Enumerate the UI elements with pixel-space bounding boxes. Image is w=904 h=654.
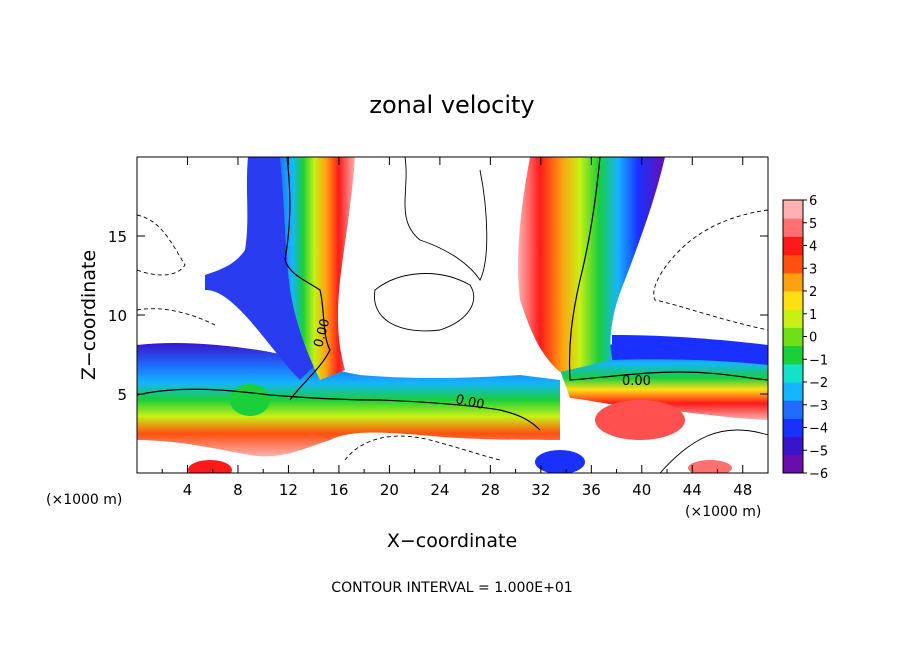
x-axis-label: X−coordinate — [387, 530, 517, 552]
x-tick-label: 36 — [582, 481, 601, 499]
contour-zero-band — [137, 388, 541, 431]
colorbar-swatch — [783, 218, 803, 237]
surface-blob-4 — [688, 460, 732, 473]
plot-area: 0.00 0.00 0.00 — [137, 157, 768, 473]
jet-left-body — [265, 157, 355, 380]
surface-blob-3 — [188, 460, 232, 473]
contour-label-1: 0.00 — [311, 317, 333, 349]
y-tick-label: 5 — [117, 386, 127, 404]
jet-right-body — [518, 157, 665, 372]
colorbar-swatch — [783, 291, 803, 310]
surface-blob-5 — [535, 450, 585, 473]
colorbar-label: 6 — [809, 194, 817, 209]
contour-interval-note: CONTOUR INTERVAL = 1.000E+01 — [331, 580, 572, 596]
colorbar-swatch — [783, 200, 803, 219]
contour-inner — [404, 157, 488, 281]
x-axis-ticks: 4 8 12 16 20 24 28 32 36 40 44 48 — [161, 157, 752, 499]
y-axis-label: Z−coordinate — [78, 250, 100, 380]
jet-right-tail — [612, 335, 768, 365]
colorbar-label: −3 — [809, 399, 828, 414]
colorbar-label: −6 — [809, 467, 828, 482]
colorbar-label: −2 — [809, 376, 828, 391]
contour-inner-2 — [374, 273, 475, 332]
x-tick-label: 24 — [430, 481, 449, 499]
x-tick-label: 16 — [329, 481, 348, 499]
x-unit-label-left: (×1000 m) — [46, 492, 122, 508]
colorbar-swatch — [783, 400, 803, 419]
colorbar-swatch — [783, 454, 803, 474]
colorbar-label: −4 — [809, 422, 828, 437]
surface-blob-1 — [230, 384, 270, 416]
x-tick-label: 44 — [683, 481, 702, 499]
colorbar-label: 3 — [809, 262, 817, 277]
x-tick-label: 40 — [632, 481, 651, 499]
colorbar-swatch — [783, 363, 803, 383]
x-unit-label-right: (×1000 m) — [685, 504, 761, 520]
colorbar-label: 5 — [809, 217, 817, 232]
y-axis-ticks: 5 10 15 — [108, 228, 768, 404]
surface-blob-2 — [595, 400, 685, 440]
colorbar-swatch — [783, 327, 803, 347]
colorbar-swatch — [783, 418, 803, 438]
x-tick-label: 20 — [380, 481, 399, 499]
colorbar-swatch — [783, 345, 803, 365]
y-tick-label: 10 — [108, 307, 127, 325]
contour-dashed-left2 — [137, 308, 216, 326]
colorbar: 6 5 4 3 2 1 0 −1 −2 −3 −4 −5 −6 — [782, 194, 828, 482]
contour-dashed-low — [344, 435, 501, 461]
contour-low-right — [659, 429, 768, 473]
colorbar-swatch — [783, 254, 803, 274]
x-tick-label: 8 — [233, 481, 243, 499]
colorbar-label: 4 — [809, 240, 817, 255]
contour-zero-left — [284, 157, 331, 401]
colorbar-label: 0 — [809, 331, 817, 346]
x-tick-label: 28 — [481, 481, 500, 499]
colorbar-swatch — [783, 272, 803, 292]
colorbar-swatch — [783, 309, 803, 328]
contour-label-2: 0.00 — [454, 392, 485, 413]
x-tick-label: 48 — [733, 481, 752, 499]
x-tick-label: 32 — [531, 481, 550, 499]
colorbar-label: −5 — [809, 444, 828, 459]
contour-dashed-right — [653, 209, 768, 331]
contour-label-3: 0.00 — [622, 374, 651, 389]
colorbar-label: −1 — [809, 353, 828, 368]
x-tick-label: 12 — [279, 481, 298, 499]
x-tick-label: 4 — [183, 481, 193, 499]
colorbar-swatch — [783, 382, 803, 401]
contour-zero-right — [568, 157, 768, 381]
contour-dashed-left — [137, 214, 186, 276]
shear-band-right — [560, 343, 768, 420]
chart-title: zonal velocity — [369, 91, 534, 119]
colorbar-label: 1 — [809, 308, 817, 323]
y-tick-label: 15 — [108, 228, 127, 246]
colorbar-label: 2 — [809, 285, 817, 300]
colorbar-swatch — [783, 436, 803, 456]
colorbar-swatch — [783, 236, 803, 256]
